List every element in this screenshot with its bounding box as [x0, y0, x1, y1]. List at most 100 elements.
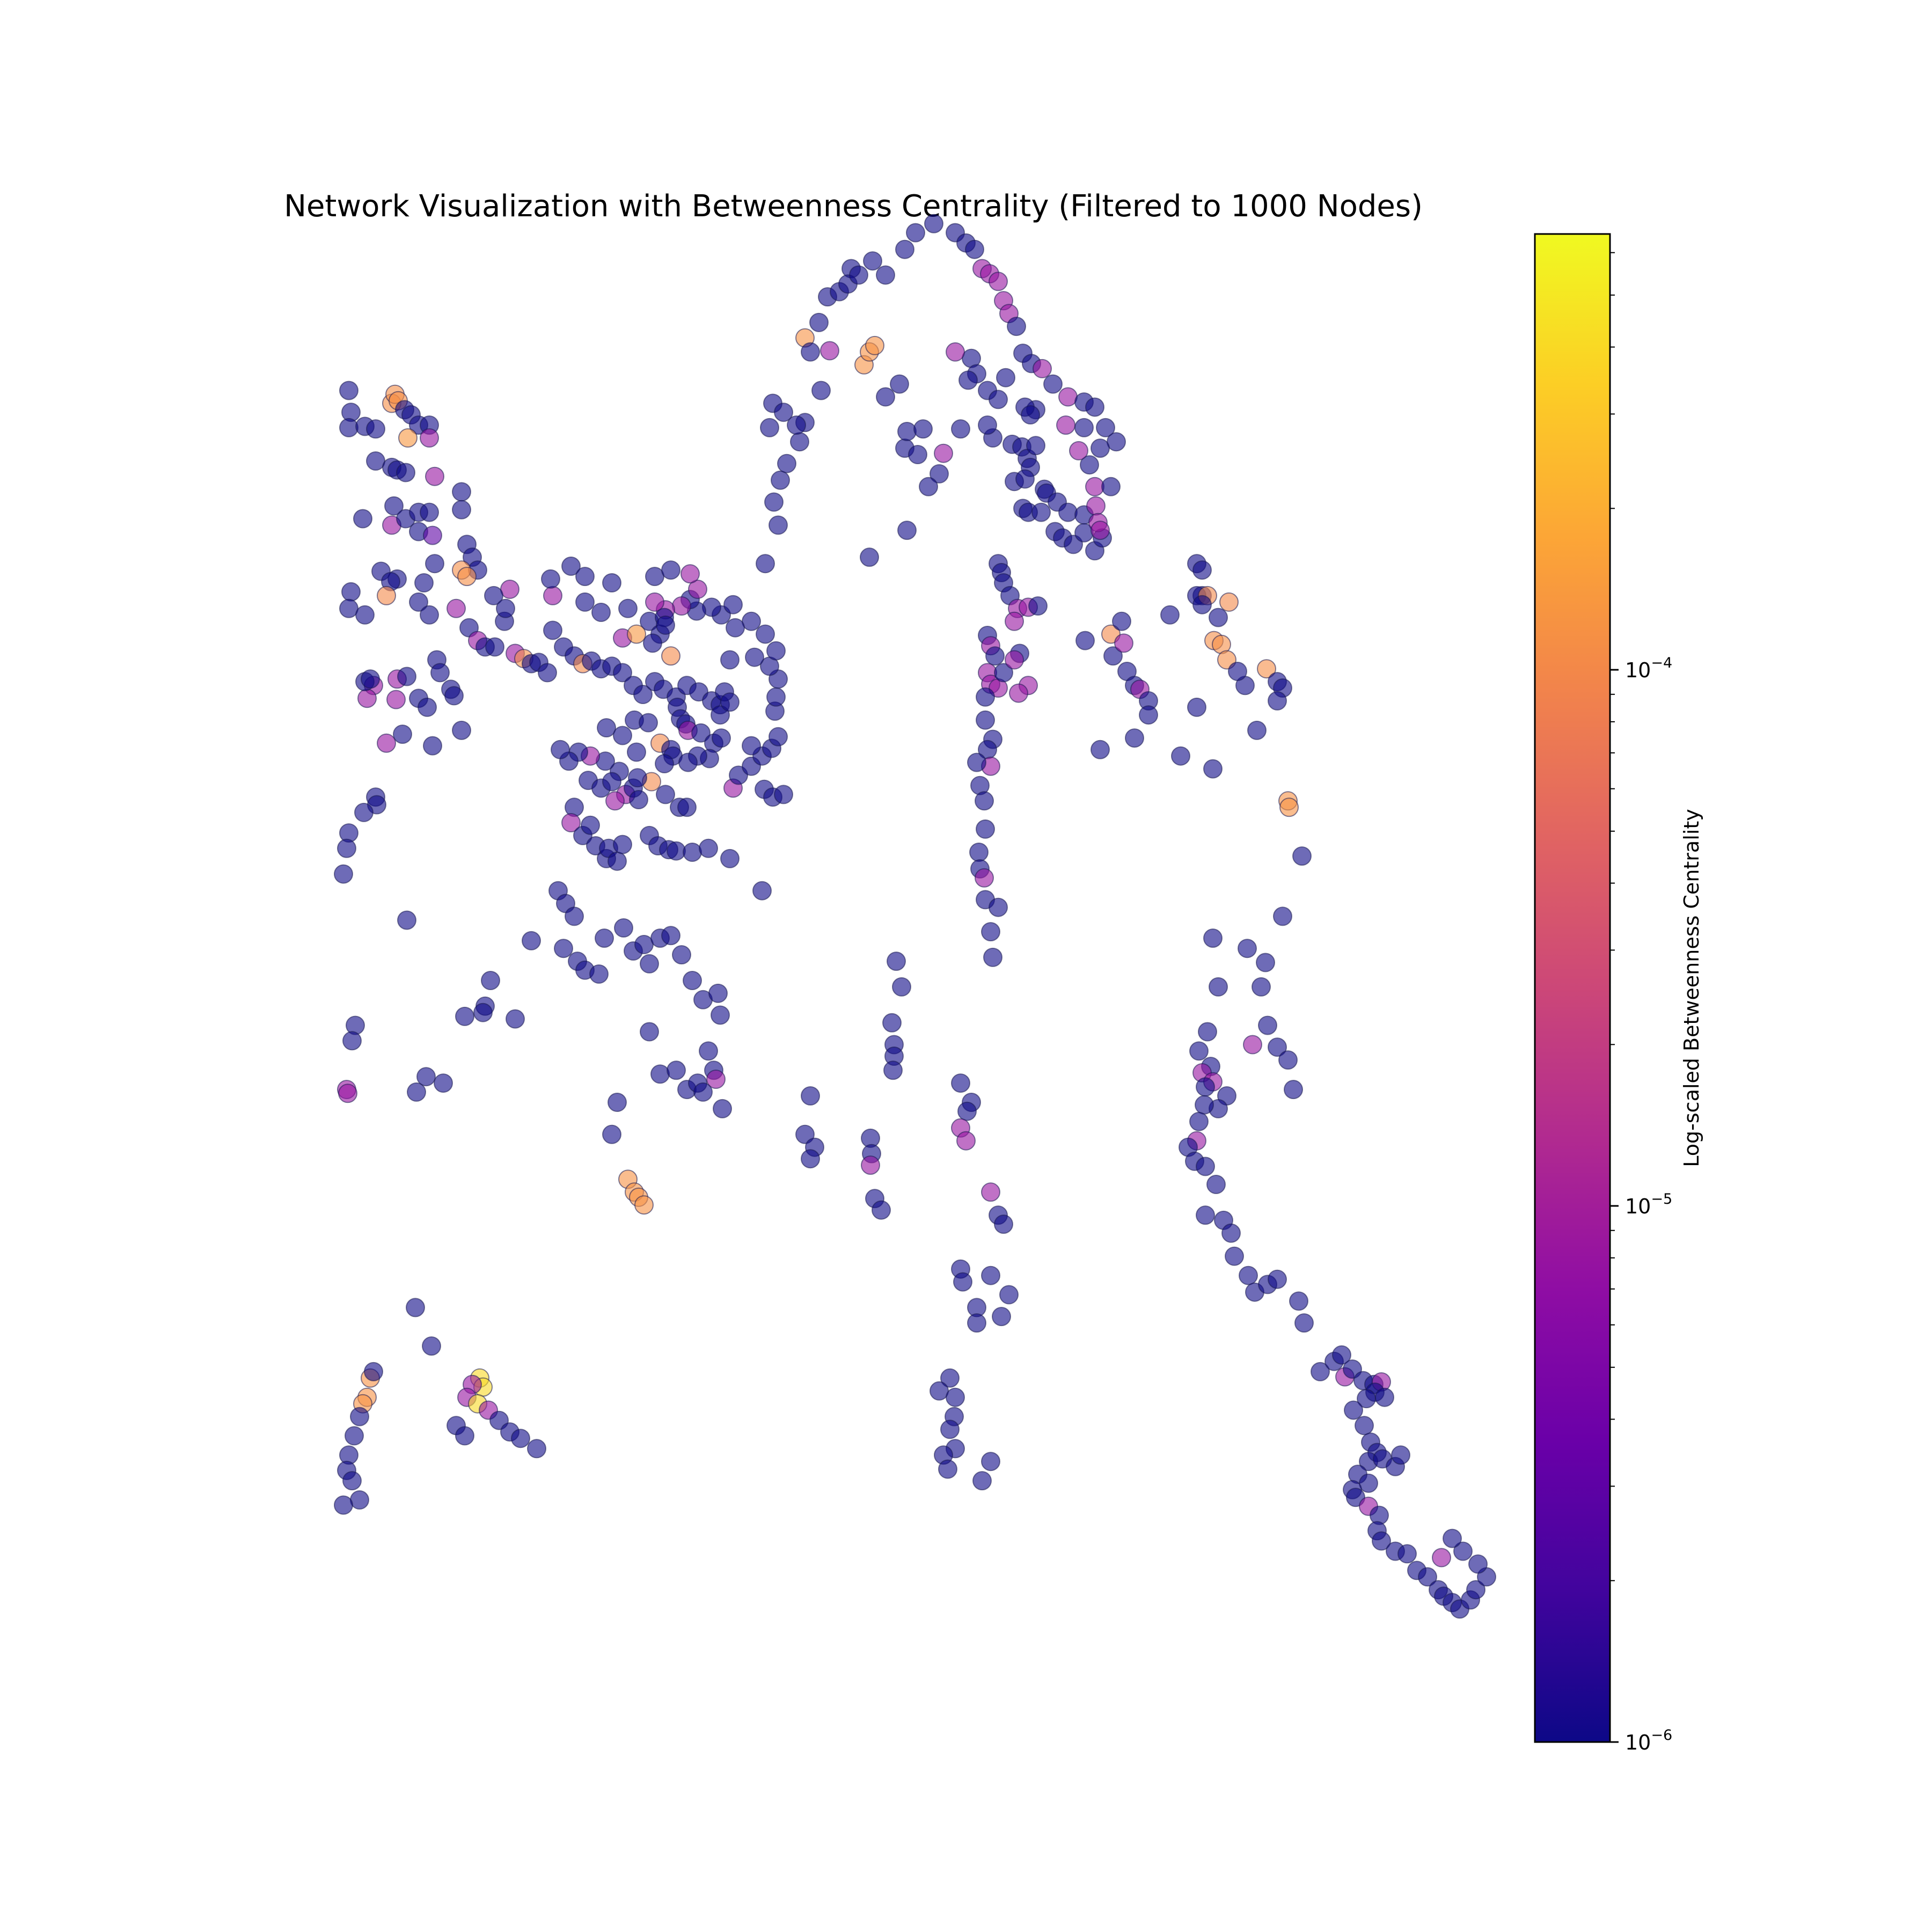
- node-point: [1031, 502, 1051, 522]
- node-point: [422, 1336, 441, 1356]
- node-point: [361, 669, 380, 689]
- node-point: [720, 650, 740, 670]
- node-point: [1198, 1022, 1217, 1042]
- node-point: [860, 547, 879, 567]
- node-point: [1107, 432, 1126, 452]
- node-point: [976, 687, 995, 707]
- node-point: [994, 1214, 1013, 1234]
- node-point: [613, 663, 632, 683]
- node-point: [434, 1073, 453, 1093]
- node-point: [418, 697, 437, 717]
- node-point: [1209, 608, 1228, 627]
- node-point: [756, 554, 775, 574]
- node-point: [393, 724, 412, 744]
- node-point: [1466, 1580, 1485, 1600]
- node-point: [667, 841, 686, 861]
- node-point: [628, 768, 647, 788]
- node-point: [397, 667, 416, 686]
- node-point: [1195, 1095, 1214, 1115]
- node-point: [341, 582, 361, 602]
- node-point: [756, 624, 775, 644]
- node-point: [1355, 1416, 1374, 1436]
- node-point: [423, 525, 442, 545]
- node-point: [678, 752, 698, 772]
- node-point: [975, 868, 994, 888]
- node-point: [342, 1471, 362, 1491]
- node-point: [667, 1060, 686, 1080]
- node-point: [1007, 317, 1026, 336]
- node-point: [769, 515, 788, 535]
- node-point: [366, 419, 385, 439]
- node-point: [699, 1041, 718, 1061]
- node-point: [1391, 1445, 1410, 1465]
- node-point: [384, 496, 404, 516]
- node-point: [639, 713, 658, 733]
- node-point: [1344, 1400, 1363, 1420]
- node-point: [801, 342, 820, 362]
- node-point: [605, 791, 625, 811]
- node-point: [683, 971, 702, 990]
- node-point: [455, 1006, 474, 1026]
- node-point: [1443, 1528, 1462, 1548]
- node-point: [723, 595, 743, 614]
- node-point: [790, 432, 809, 452]
- node-point: [1043, 374, 1063, 394]
- node-point: [543, 586, 562, 605]
- node-point: [989, 897, 1008, 917]
- node-point: [706, 1070, 726, 1089]
- node-point: [919, 477, 938, 496]
- node-point: [1196, 1077, 1215, 1097]
- node-point: [876, 265, 895, 285]
- chart-title: Network Visualization with Betweenness C…: [284, 189, 1423, 224]
- node-point: [989, 272, 1008, 291]
- node-point: [452, 500, 471, 519]
- node-point: [760, 418, 779, 437]
- colorbar: 10−6 10−5 10−4 Log-scaled Betweenness Cent…: [1534, 233, 1703, 1754]
- node-point: [978, 415, 997, 435]
- node-point: [473, 1002, 493, 1022]
- node-point: [342, 1031, 362, 1051]
- node-point: [957, 1101, 977, 1121]
- node-point: [661, 926, 680, 946]
- node-point: [1225, 1246, 1244, 1266]
- node-point: [407, 1082, 426, 1102]
- node-point: [1005, 650, 1024, 670]
- node-point: [496, 598, 515, 618]
- node-point: [872, 1200, 891, 1220]
- node-point: [1112, 611, 1131, 631]
- node-point: [680, 564, 700, 584]
- node-point: [895, 239, 914, 259]
- colorbar-tick-label: 10−5: [1625, 1191, 1672, 1218]
- node-point: [1069, 441, 1088, 460]
- node-point: [951, 1073, 970, 1093]
- node-point: [769, 727, 788, 747]
- node-point: [506, 1009, 525, 1029]
- node-point: [397, 910, 416, 930]
- node-point: [1058, 502, 1078, 522]
- node-point: [1085, 397, 1104, 417]
- node-point: [1372, 1531, 1391, 1551]
- node-point: [561, 557, 581, 576]
- node-point: [861, 1155, 880, 1175]
- node-point: [897, 521, 917, 540]
- node-point: [634, 935, 654, 954]
- node-point: [1252, 977, 1271, 997]
- node-point: [602, 573, 621, 592]
- node-point: [1196, 1205, 1215, 1225]
- node-point: [981, 1265, 1000, 1285]
- node-point: [713, 1099, 732, 1118]
- node-point: [366, 451, 385, 471]
- node-point: [1294, 1313, 1314, 1333]
- node-point: [976, 819, 995, 839]
- node-point: [992, 1307, 1011, 1327]
- node-point: [1278, 1050, 1298, 1070]
- node-point: [602, 1124, 621, 1144]
- node-point: [661, 560, 680, 580]
- node-point: [672, 945, 691, 965]
- node-point: [1273, 906, 1292, 926]
- node-point: [771, 470, 790, 490]
- node-point: [1432, 1548, 1451, 1568]
- node-point: [1292, 846, 1312, 866]
- node-point: [1085, 477, 1104, 496]
- node-point: [946, 342, 965, 362]
